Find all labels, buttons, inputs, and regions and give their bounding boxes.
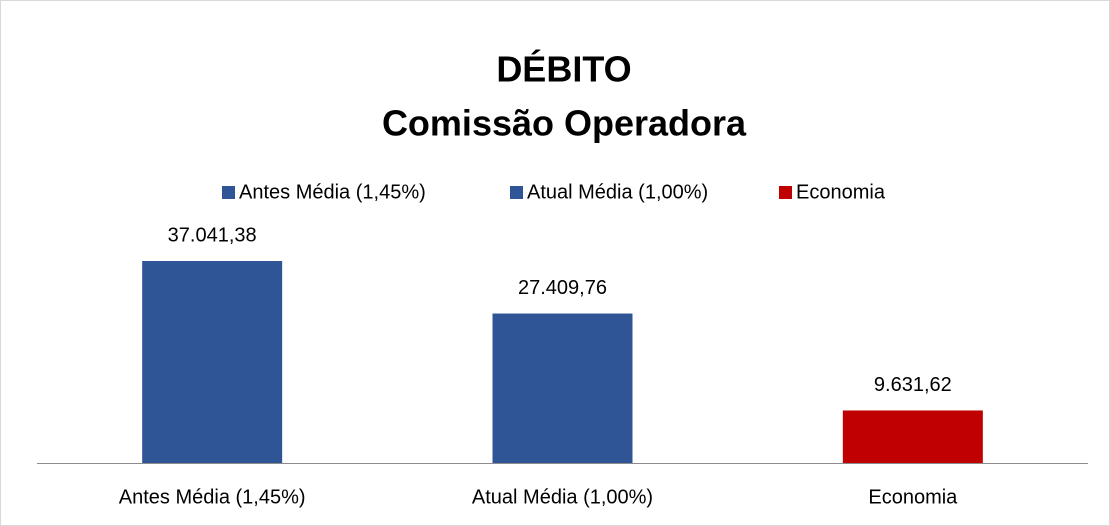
bar bbox=[142, 261, 283, 463]
legend-label: Antes Média (1,45%) bbox=[239, 181, 426, 203]
bar bbox=[842, 410, 983, 463]
bar bbox=[492, 313, 633, 463]
legend-label: Atual Média (1,00%) bbox=[527, 181, 708, 203]
x-tick-label: Economia bbox=[868, 486, 958, 508]
legend-label: Economia bbox=[796, 181, 886, 203]
chart-subtitle: Comissão Operadora bbox=[382, 103, 747, 144]
data-label: 37.041,38 bbox=[168, 224, 257, 246]
x-tick-label: Antes Média (1,45%) bbox=[119, 486, 306, 508]
x-tick-label: Atual Média (1,00%) bbox=[472, 486, 653, 508]
data-label: 9.631,62 bbox=[874, 374, 952, 396]
legend-swatch bbox=[510, 186, 523, 199]
legend-swatch bbox=[779, 186, 792, 199]
data-label: 27.409,76 bbox=[518, 277, 607, 299]
legend-swatch bbox=[222, 186, 235, 199]
chart-title: DÉBITO bbox=[496, 49, 631, 90]
